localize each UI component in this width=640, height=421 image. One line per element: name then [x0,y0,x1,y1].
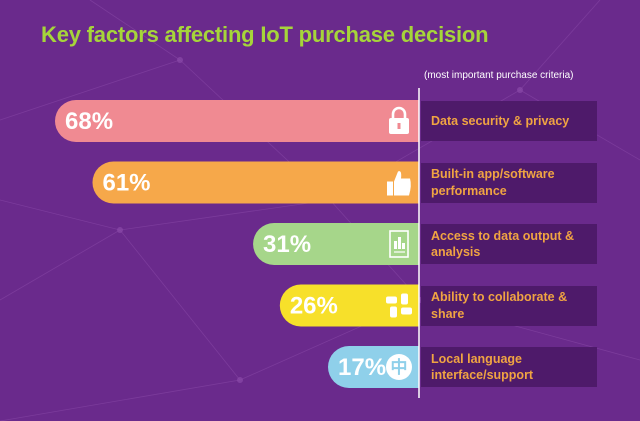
value-label: 68% [65,108,113,135]
bar [279,284,419,327]
category-label: Access to data output & analysis [421,224,597,264]
chart-title: Key factors affecting IoT purchase decis… [41,22,489,47]
collaborating-hands-icon [386,293,412,318]
bar [253,223,419,265]
bar [92,161,420,204]
padlock-icon [389,106,409,134]
document-chart-icon [389,230,409,258]
svg-text:中: 中 [391,357,408,378]
value-label: 26% [290,293,338,320]
thumbs-up-icon [387,171,411,196]
value-label: 61% [102,170,150,197]
chart-subtitle: (most important purchase criteria) [424,70,574,81]
value-label: 31% [263,231,311,258]
category-label: Local language interface/support [421,347,597,387]
chinese-character-icon: 中 [386,354,412,380]
value-label: 17% [338,354,386,381]
category-label: Built-in app/software performance [421,162,597,203]
category-label: Ability to collaborate & share [421,285,597,326]
category-label: Data security & privacy [421,101,597,141]
bar [55,100,419,142]
